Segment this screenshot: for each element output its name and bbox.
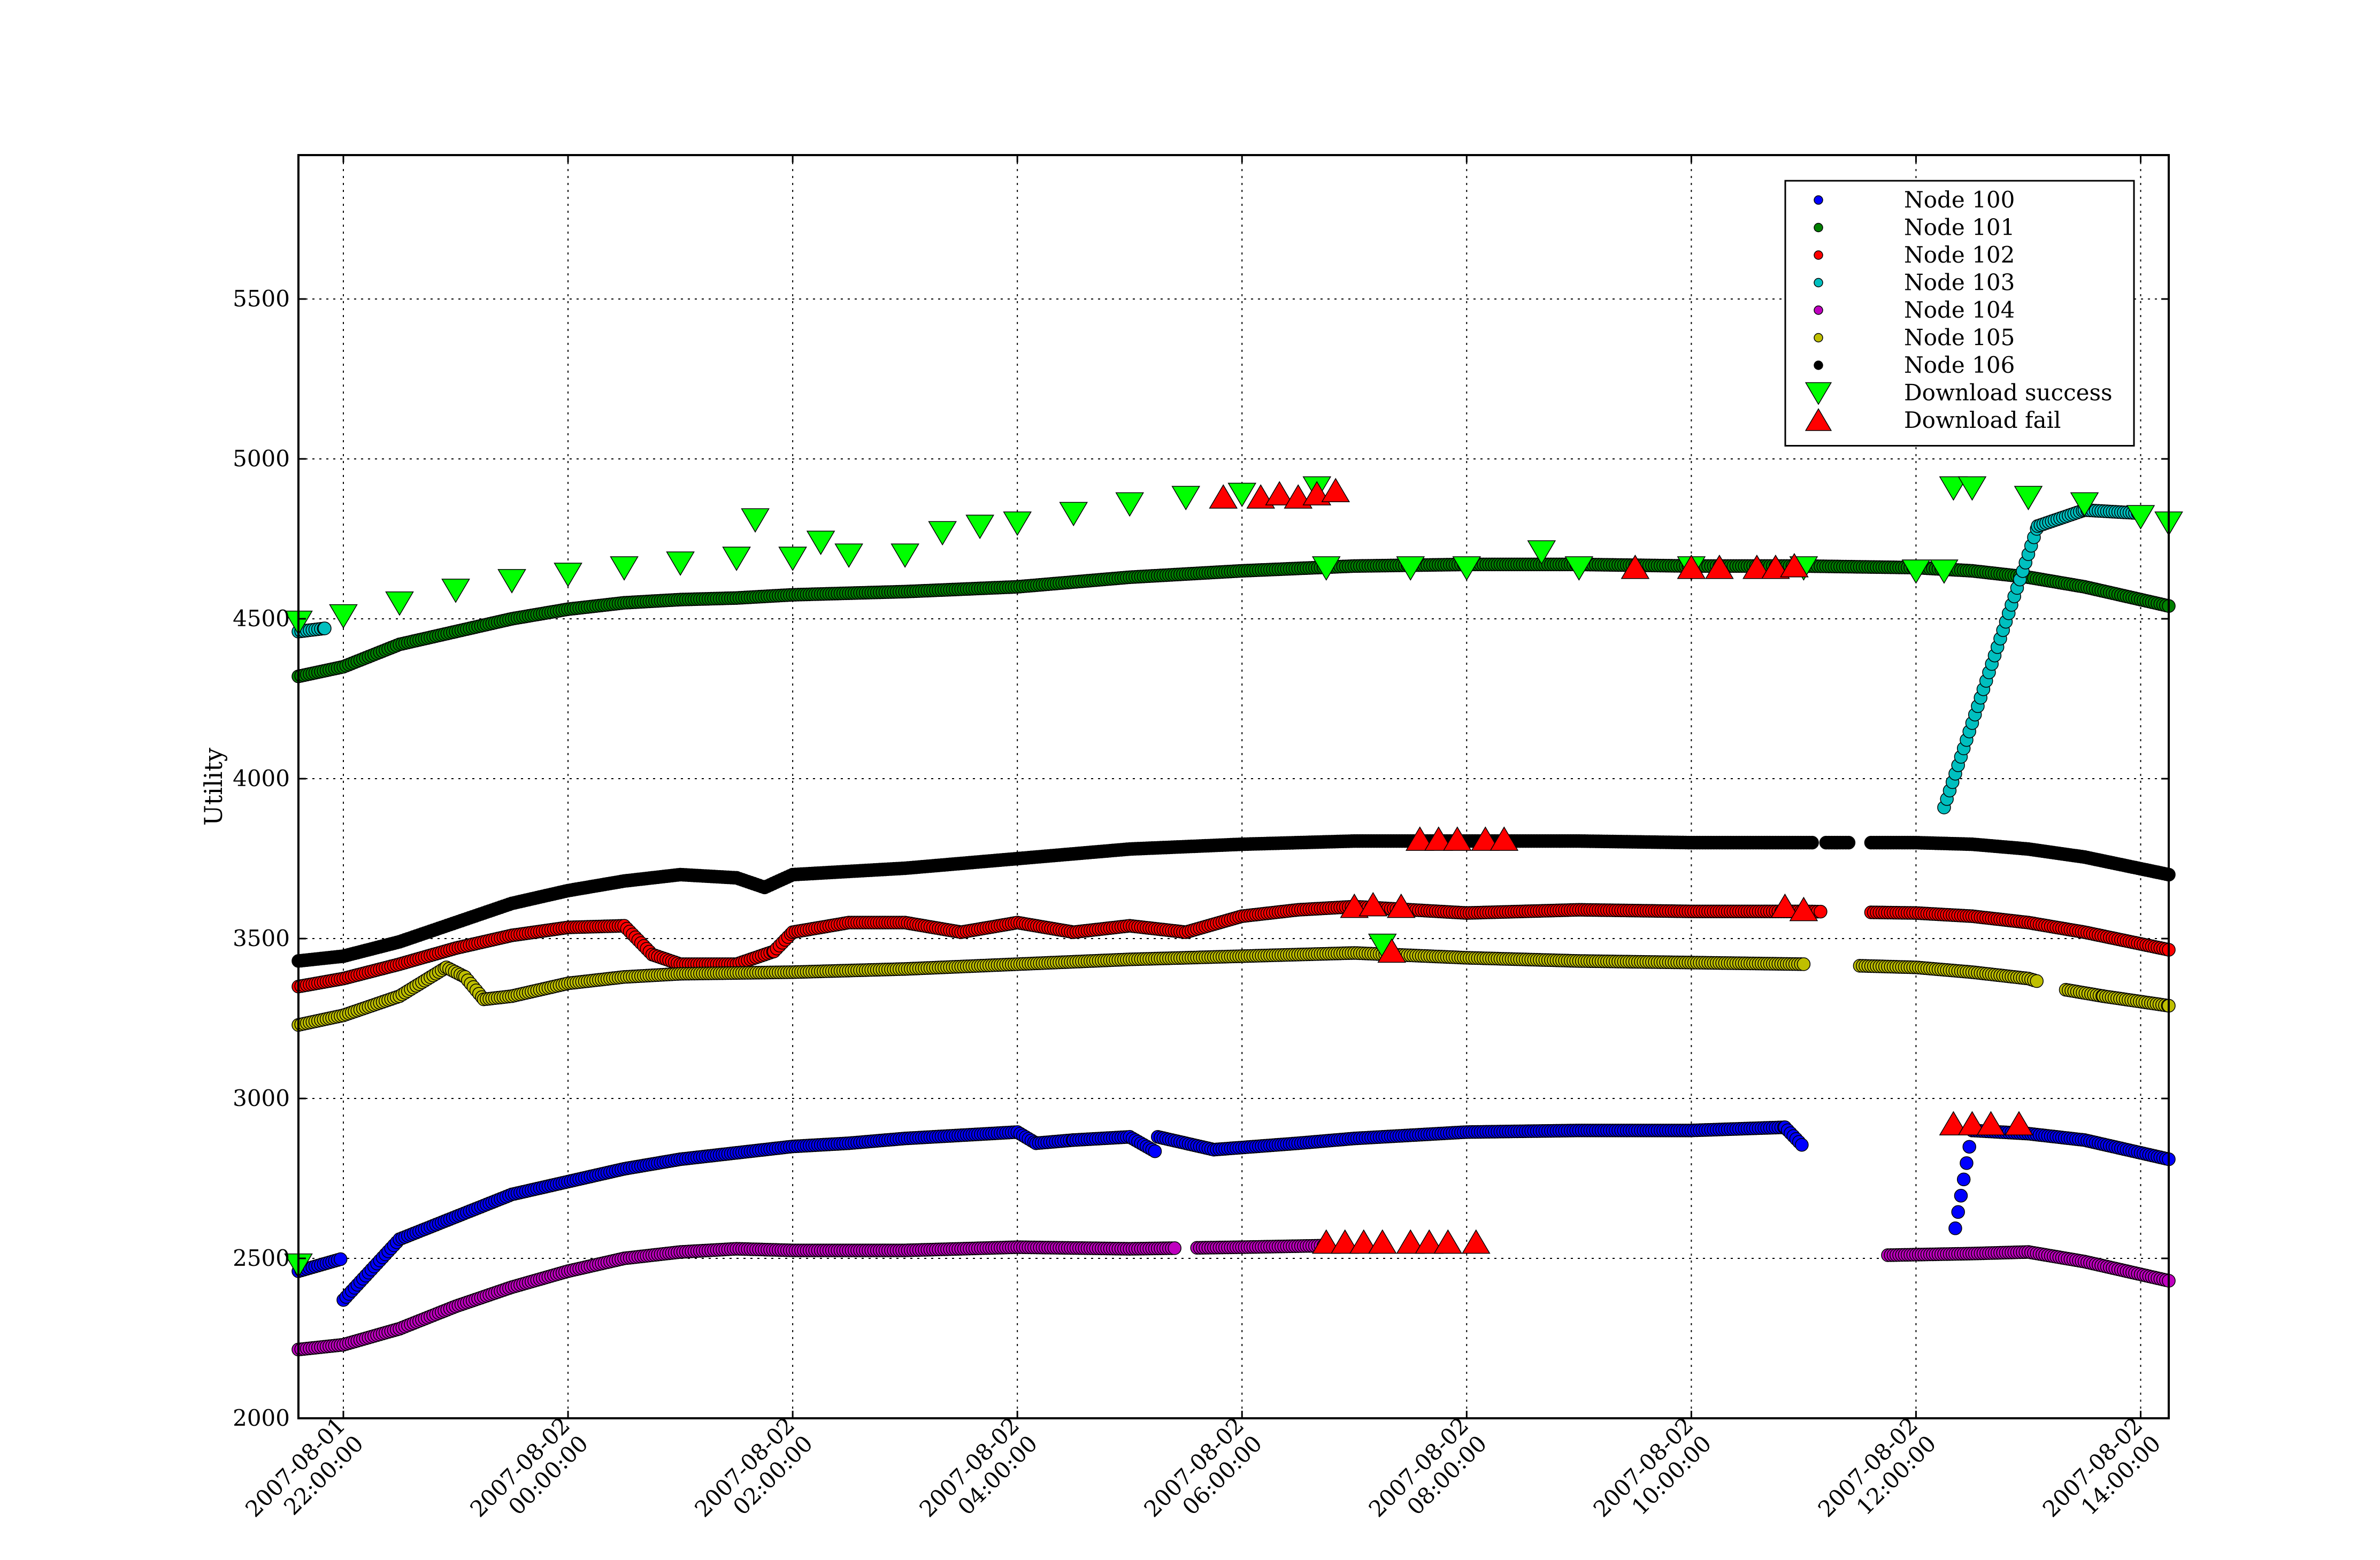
download-success-marker [666, 551, 695, 576]
download-success-marker [441, 579, 470, 603]
node-100-marker [1956, 1172, 1971, 1187]
y-tick-label: 4000 [233, 765, 290, 791]
download-success-marker [497, 569, 526, 594]
download-success-marker [385, 591, 414, 616]
download-success-marker [722, 547, 751, 571]
y-tick-label: 5500 [233, 286, 290, 312]
y-axis-label: Utility [199, 748, 228, 826]
legend-label: Download success [1904, 380, 2113, 406]
node-100-marker [1954, 1189, 1968, 1203]
series-node-103 [291, 503, 2148, 814]
series-node-105 [291, 946, 2176, 1032]
download-success-marker [928, 521, 957, 546]
download-success-marker [965, 514, 994, 540]
download-fail-marker [1433, 1229, 1463, 1254]
download-success-marker [1957, 476, 1987, 501]
legend-swatch [1814, 333, 1823, 343]
download-success-marker [554, 563, 582, 587]
legend-label: Node 104 [1904, 297, 2015, 323]
node-100-marker [1962, 1140, 1976, 1154]
download-success-marker [610, 556, 639, 581]
legend-label: Node 100 [1904, 187, 2015, 213]
node-100-marker [1960, 1156, 1974, 1170]
download-fail-marker [1976, 1111, 2006, 1136]
legend-swatch [1814, 305, 1823, 315]
series-node-104 [291, 1239, 2176, 1357]
series-node-100 [291, 1120, 2176, 1307]
series-node-101 [291, 557, 2176, 683]
legend-label: Node 101 [1904, 214, 2015, 241]
download-success-marker [741, 508, 770, 533]
node-102-marker [1814, 904, 1828, 919]
legend-label: Node 105 [1904, 325, 2015, 351]
legend-label: Node 103 [1904, 270, 2015, 296]
download-success-marker [890, 543, 919, 568]
legend-swatch [1814, 278, 1823, 288]
series-download-success [284, 476, 2183, 1278]
legend-swatch [1814, 195, 1823, 205]
y-tick-label: 3000 [233, 1085, 290, 1111]
node-106-marker [1841, 835, 1856, 850]
download-success-marker [778, 547, 807, 571]
download-success-marker [1059, 502, 1088, 527]
node-105-marker [1796, 957, 1811, 971]
legend-swatch [1814, 222, 1823, 233]
node-106-marker [1805, 835, 1819, 850]
data-markers [284, 476, 2183, 1357]
download-success-marker [834, 543, 863, 568]
node-100-marker [1148, 1144, 1162, 1158]
node-100-marker [1948, 1221, 1962, 1235]
node-103-marker [318, 621, 332, 635]
y-tick-label: 4500 [233, 605, 290, 632]
download-fail-marker [2005, 1111, 2033, 1136]
series-node-106 [291, 834, 2176, 968]
download-success-marker [329, 604, 358, 629]
node-105-marker [2030, 974, 2044, 988]
download-success-marker [1115, 492, 1145, 517]
legend-label: Download fail [1904, 407, 2061, 433]
y-tick-label: 2000 [233, 1405, 290, 1431]
download-success-marker [806, 531, 835, 555]
node-100-marker [1795, 1138, 1809, 1152]
download-success-marker [2014, 486, 2043, 511]
node-104-marker [1168, 1241, 1181, 1255]
download-success-marker [1171, 486, 1201, 511]
y-tick-label: 5000 [233, 445, 290, 472]
node-100-marker [1951, 1205, 1965, 1219]
legend-swatch [1814, 250, 1823, 260]
y-tick-label: 2500 [233, 1245, 290, 1271]
download-success-marker [1003, 511, 1032, 536]
y-tick-label: 3500 [233, 925, 290, 951]
legend-label: Node 102 [1904, 242, 2015, 268]
node-100-marker [334, 1252, 348, 1266]
legend-swatch [1814, 360, 1823, 370]
download-fail-marker [1368, 1229, 1397, 1254]
legend-label: Node 106 [1904, 352, 2015, 378]
